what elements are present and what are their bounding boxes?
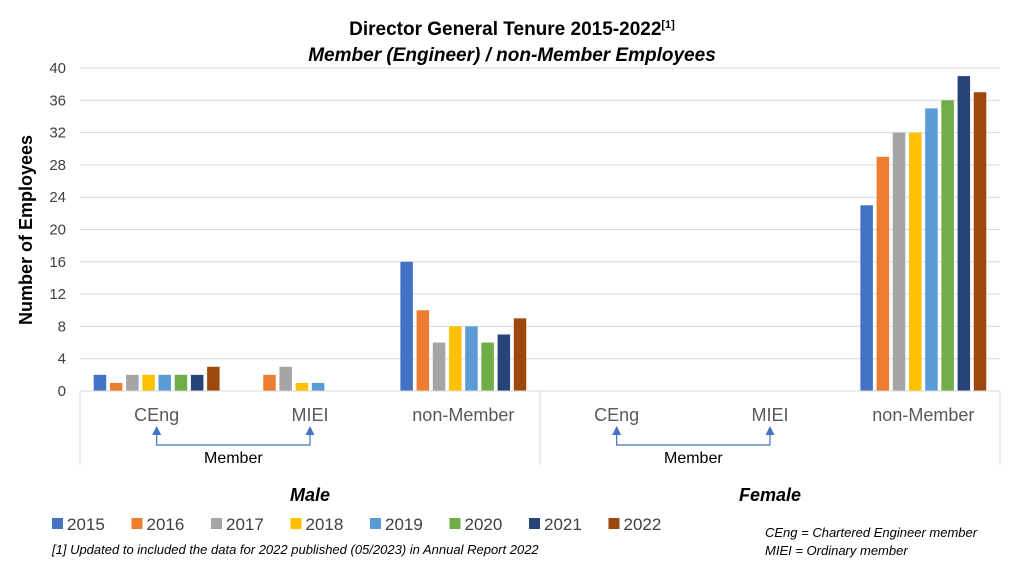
legend-swatch-2022 [608, 518, 620, 529]
arrow-up-icon [765, 426, 775, 435]
abbreviation-miei: MIEI = Ordinary member [765, 543, 908, 558]
bar-2021-male-non-member [497, 334, 511, 391]
bar-2022-male-ceng [207, 366, 220, 391]
legend-swatch-2020 [449, 518, 461, 529]
y-tick-label: 20 [49, 222, 66, 239]
arrow-up-icon [305, 426, 315, 435]
legend-label-2016: 2016 [147, 515, 185, 534]
legend-label-2018: 2018 [306, 515, 344, 534]
bar-2022-female-non-member [973, 92, 987, 391]
chart-title-superscript: [1] [661, 19, 675, 31]
member-bracket [616, 432, 771, 446]
abbreviation-ceng: CEng = Chartered Engineer member [765, 525, 978, 540]
bar-2018-male-non-member [448, 326, 462, 391]
category-label: MIEI [751, 405, 788, 425]
bars [93, 76, 987, 392]
category-label: non-Member [872, 405, 974, 425]
bar-2015-female-non-member [860, 205, 873, 391]
y-tick-label: 36 [49, 92, 66, 109]
bar-2017-male-ceng [126, 374, 139, 391]
y-tick-label: 4 [58, 351, 66, 368]
legend-swatch-2017 [211, 518, 222, 529]
y-tick-label: 24 [49, 189, 66, 206]
legend-swatch-2016 [131, 518, 143, 529]
legend-label-2017: 2017 [226, 515, 264, 534]
bar-2016-female-non-member [876, 156, 890, 391]
member-brackets: Member Member [152, 426, 775, 467]
y-axis-label: Number of Employees [16, 135, 36, 325]
bar-2017-male-non-member [432, 342, 446, 391]
category-label: CEng [594, 405, 639, 425]
legend-swatch-2018 [290, 518, 302, 529]
y-tick-label: 28 [49, 157, 66, 174]
category-label: non-Member [412, 405, 514, 425]
arrow-up-icon [152, 426, 162, 435]
bar-2021-female-non-member [957, 76, 971, 391]
legend-label-2020: 2020 [465, 515, 503, 534]
bar-2017-female-non-member [892, 132, 906, 391]
legend-swatch-2021 [529, 518, 540, 529]
bar-2018-female-non-member [908, 132, 922, 391]
bar-2016-male-ceng [109, 382, 123, 391]
legend-label-2015: 2015 [67, 515, 105, 534]
member-label: Member [204, 450, 263, 467]
gender-labels: Male Female [290, 485, 801, 505]
bar-2019-male-miei [311, 382, 325, 391]
gridlines [80, 67, 1000, 360]
x-axis [79, 390, 1001, 465]
category-label: CEng [134, 405, 179, 425]
y-tick-label: 32 [49, 125, 66, 142]
bar-2020-female-non-member [941, 100, 954, 392]
bar-2022-male-non-member [513, 318, 527, 391]
category-label: MIEI [291, 405, 328, 425]
category-labels: CEng MIEI non-Member CEng MIEI non-Member [134, 405, 974, 425]
bar-2018-male-miei [295, 382, 309, 391]
legend: 2015 2016 2017 2018 2019 2020 2021 2022 [52, 515, 661, 534]
footnote: [1] Updated to included the data for 202… [51, 542, 539, 557]
bar-2019-male-non-member [465, 326, 478, 391]
bar-2020-male-ceng [174, 374, 188, 391]
legend-label-2019: 2019 [385, 515, 423, 534]
bar-2018-male-ceng [142, 374, 155, 391]
y-tick-label: 12 [49, 286, 66, 303]
gender-label-male: Male [290, 485, 330, 505]
gender-label-female: Female [739, 485, 801, 505]
bar-2016-male-miei [263, 374, 276, 391]
bar-2019-male-ceng [158, 374, 172, 391]
y-tick-label: 8 [58, 318, 66, 335]
y-tick-label: 40 [49, 60, 66, 77]
member-label: Member [664, 450, 723, 467]
bar-2015-male-non-member [400, 261, 413, 391]
legend-swatch-2019 [370, 518, 381, 529]
legend-label-2021: 2021 [544, 515, 582, 534]
bar-2015-male-ceng [93, 374, 107, 391]
y-tick-label: 0 [58, 383, 66, 400]
bar-2016-male-non-member [416, 310, 430, 391]
member-bracket [156, 432, 311, 446]
bar-2019-female-non-member [925, 108, 938, 391]
arrow-up-icon [612, 426, 622, 435]
bar-2021-male-ceng [190, 374, 204, 391]
y-axis-ticks: 0 4 8 12 16 20 24 28 32 36 40 [49, 60, 66, 400]
bar-2017-male-miei [279, 366, 292, 391]
chart-subtitle: Member (Engineer) / non-Member Employees [308, 45, 716, 66]
legend-swatch-2015 [52, 518, 63, 529]
bar-2020-male-non-member [481, 342, 494, 391]
legend-label-2022: 2022 [624, 515, 662, 534]
chart-title-text: Director General Tenure 2015-2022 [349, 19, 661, 40]
y-tick-label: 16 [49, 254, 66, 271]
chart-title: Director General Tenure 2015-2022[1] [349, 19, 675, 40]
